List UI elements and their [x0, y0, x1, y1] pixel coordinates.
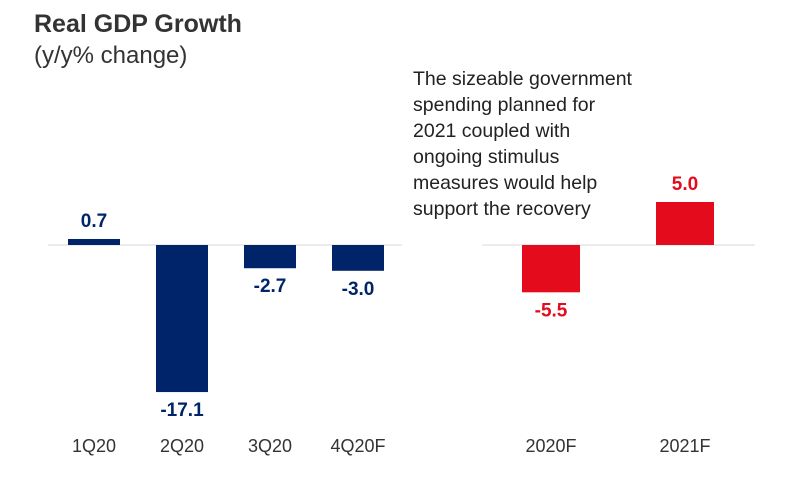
annotation-line: The sizeable government	[413, 68, 632, 90]
annotation-line: 2021 coupled with	[413, 120, 571, 142]
bar	[656, 202, 714, 245]
annotation-line: ongoing stimulus	[413, 146, 560, 168]
data-label: 5.0	[672, 174, 698, 195]
x-tick-label: 2Q20	[160, 436, 204, 456]
bar	[522, 245, 580, 293]
x-tick-label: 3Q20	[248, 436, 292, 456]
data-label: -5.5	[535, 300, 568, 321]
data-label: 0.7	[81, 211, 107, 232]
bar	[68, 238, 120, 245]
x-tick-label: 2020F	[525, 436, 576, 456]
data-label: -17.1	[160, 400, 204, 421]
annotation-text: The sizeable government spending planned…	[413, 66, 693, 222]
x-tick-label: 1Q20	[72, 436, 116, 456]
data-label: -3.0	[342, 279, 375, 300]
chart-subtitle: (y/y% change)	[34, 42, 188, 69]
chart-title: Real GDP Growth	[34, 10, 242, 38]
data-label: -2.7	[254, 276, 287, 297]
bar	[156, 245, 208, 393]
bar	[332, 245, 384, 271]
bar	[244, 245, 296, 269]
annotation-line: spending planned for	[413, 94, 596, 116]
annotation-line: measures would help	[413, 172, 598, 194]
x-tick-label: 2021F	[659, 436, 710, 456]
annotation-line: support the recovery	[413, 198, 591, 220]
x-tick-label: 4Q20F	[330, 436, 385, 456]
